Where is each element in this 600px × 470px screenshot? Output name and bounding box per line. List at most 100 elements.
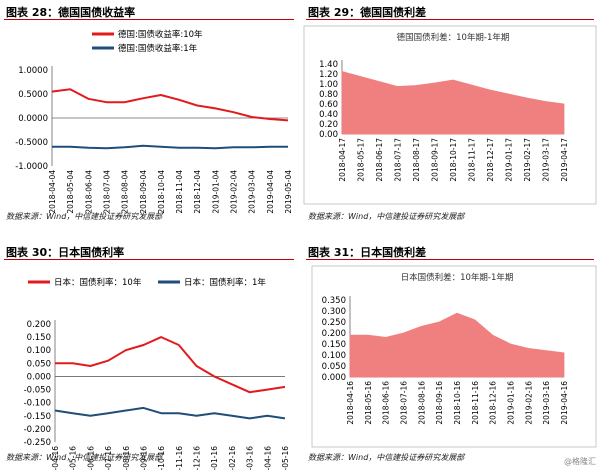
x-tick-label: 2018-08-16 [122,446,131,470]
x-tick-label: 2018-09-04 [139,170,148,214]
x-tick-label: 2018-07-04 [102,170,111,214]
legend-label: 日本：国债利率：10年 [54,277,142,288]
chart-panel-29: 图表 29：德国国债利差 0.00 0.20 0.40 0.60 0.80 1.00 1.2… [302,0,600,235]
chart-panel-30: 图表 30：日本国债利率 -0.250 -0.200 -0.150 -0.100 -0.… [0,240,300,470]
x-tick-label: 2018-08-16 [417,381,426,425]
plot-frame [311,265,597,448]
x-tick-label: 2018-05-04 [66,170,75,214]
x-tick-label: 2018-07-16 [104,446,113,470]
x-tick-label: 2019-05-16 [281,446,290,470]
x-tick-label: 2018-06-04 [84,170,93,214]
y-tick-label: 0.5000 [18,90,48,100]
x-tick-label: 2019-01-17 [505,138,514,182]
x-tick-label: 2019-03-17 [542,138,551,182]
chart-panel-31: 图表 31：日本国债利差 0.000 0.050 0.100 0.150 0.200 0.… [302,240,600,470]
x-tick-label: 2019-02-16 [524,381,533,425]
y-tick-label: 0.000 [322,373,346,383]
x-tick-label: 2018-04-17 [338,138,347,182]
y-tick-label: 0.20 [319,120,338,130]
x-tick-label: 2018-12-16 [489,381,498,425]
legend-label: 德国:国债收益率:10年 [118,29,203,40]
x-tick-label: 2018-07-17 [394,138,403,182]
x-tick-label: 2019-04-17 [560,138,569,182]
y-tick-label: 1.20 [319,70,338,80]
y-tick-label: -0.5000 [15,138,48,148]
y-tick-label: 0.00 [319,130,338,140]
x-tick-label: 2018-10-17 [449,138,458,182]
x-tick-label: 2019-04-04 [266,170,275,214]
chart-title: 图表 30：日本国债利率 [6,246,125,259]
y-tick-label: 0.050 [322,362,346,372]
x-tick-label: 2018-10-16 [157,446,166,470]
x-tick-label: 2018-11-17 [468,138,477,182]
title-rule [306,19,594,20]
x-tick-label: 2018-11-16 [175,446,184,470]
x-tick-label: 2018-04-04 [48,170,57,214]
y-tick-label: -0.200 [24,425,51,435]
y-tick-label: 0.150 [27,333,51,343]
line-series [52,144,288,150]
y-tick-label: 0.100 [322,351,346,361]
y-tick-label: 0.0000 [18,114,48,124]
x-tick-label: 2018-12-04 [193,170,202,214]
x-tick-label: 2019-04-16 [560,381,569,425]
y-tick-label: -1.0000 [15,162,48,172]
y-tick-label: -0.250 [24,438,51,448]
x-tick-label: 2019-02-17 [523,138,532,182]
x-tick-label: 2018-09-16 [139,446,148,470]
watermark-text: @格隆汇 [564,457,596,466]
x-tick-label: 2019-01-16 [507,381,516,425]
x-tick-label: 2019-01-16 [210,446,219,470]
y-tick-label: 0.40 [319,110,338,120]
source-note: 数据来源：Wind，中信建投证券研究发展部 [6,212,163,221]
x-tick-label: 2019-05-04 [284,170,293,214]
y-tick-label: -0.100 [24,399,51,409]
title-rule [306,259,594,260]
x-tick-label: 2018-11-04 [175,170,184,214]
y-tick-label: 0.000 [27,372,51,382]
y-tick-label: -0.050 [24,386,51,396]
x-tick-label: 2019-02-04 [230,170,239,214]
chart-canvas: -0.250 -0.200 -0.150 -0.100 -0.050 0.000 0.050… [24,277,290,470]
x-tick-label: 2018-06-16 [86,446,95,470]
chart-canvas: -1.0000 -0.5000 0.0000 0.5000 1.0000 2018-04-… [15,29,293,214]
y-tick-label: 0.200 [27,320,51,330]
y-tick-label: 0.150 [322,340,346,350]
title-rule [4,259,294,260]
y-tick-label: 0.350 [322,296,346,306]
x-tick-label: 2018-06-16 [382,381,391,425]
y-tick-label: 0.250 [322,318,346,328]
x-tick-label: 2018-09-16 [435,381,444,425]
chart-title: 图表 29：德国国债利差 [308,6,427,19]
x-tick-label: 2018-07-16 [400,381,409,425]
source-note: 数据来源：Wind，中信建投证券研究发展部 [6,453,163,462]
legend-label: 德国:国债收益率:1年 [118,43,198,54]
line-series [51,88,289,122]
y-tick-label: 1.0000 [18,66,48,76]
x-tick-label: 2018-08-04 [121,170,130,214]
x-tick-label: 2019-04-16 [263,446,272,470]
x-tick-label: 2018-09-17 [431,138,440,182]
x-tick-label: 2019-03-16 [246,446,255,470]
x-tick-label: 2019-02-16 [228,446,237,470]
chart-inner-title: 日本国债利差：10年期-1年期 [401,272,514,283]
y-tick-label: 0.60 [319,100,338,110]
y-tick-label: 0.300 [322,307,346,317]
x-tick-label: 2018-05-17 [357,138,366,182]
x-tick-label: 2018-08-17 [412,138,421,182]
y-tick-label: 1.00 [319,80,338,90]
x-tick-label: 2018-11-16 [471,381,480,425]
x-tick-label: 2018-05-16 [364,381,373,425]
y-tick-label: 0.050 [27,359,51,369]
chart-title: 图表 31：日本国债利差 [308,246,427,259]
y-tick-label: -0.150 [24,412,51,422]
chart-title: 图表 28：德国国债收益率 [6,6,136,19]
title-rule [4,19,294,20]
x-tick-label: 2018-12-16 [193,446,202,470]
x-tick-label: 2019-01-04 [211,170,220,214]
source-note: 数据来源：Wind，中信建投证券研究发展部 [308,453,465,462]
x-tick-label: 2018-12-17 [486,138,495,182]
area-series [349,312,565,378]
x-tick-label: 2018-10-04 [157,170,166,214]
x-tick-label: 2018-06-17 [375,138,384,182]
